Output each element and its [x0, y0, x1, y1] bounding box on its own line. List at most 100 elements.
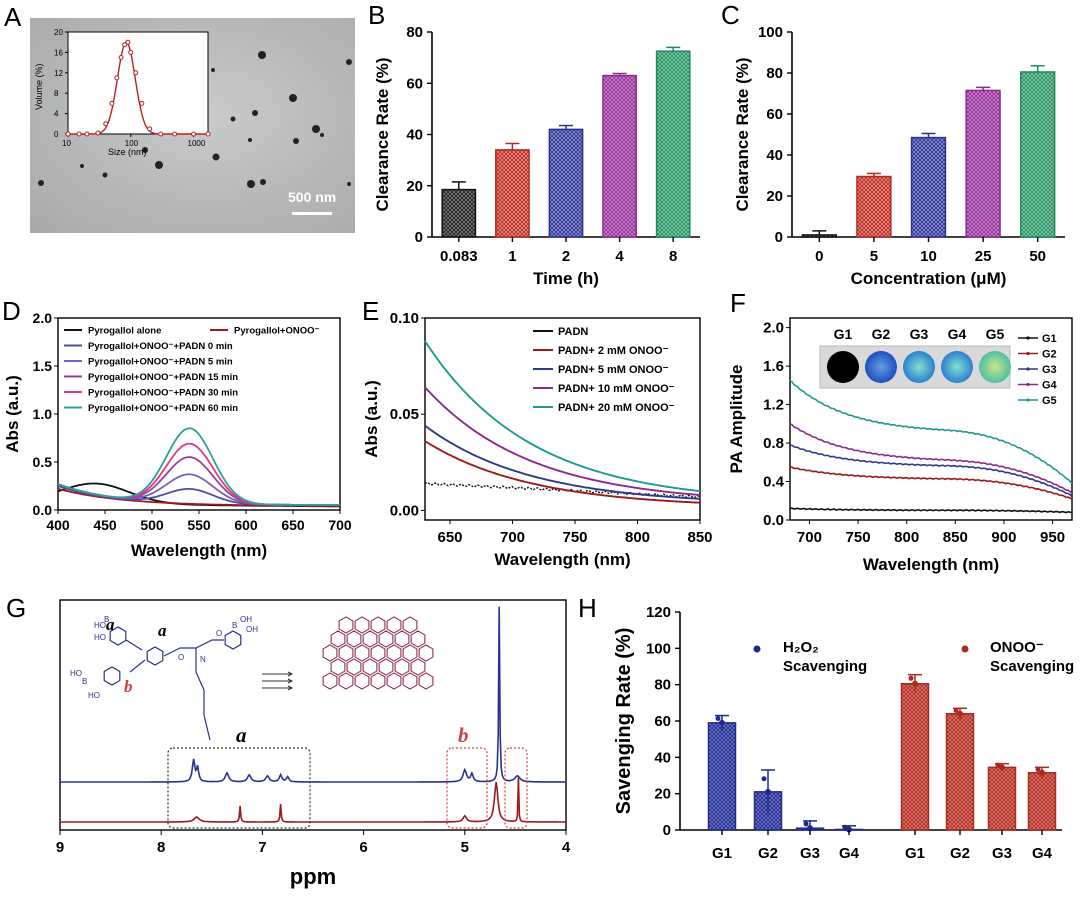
plot-frame [789, 317, 1073, 521]
y-tick-label: 1.6 [763, 358, 784, 375]
data-point [908, 675, 914, 681]
bar [856, 175, 892, 238]
inset-data-point [191, 131, 197, 137]
inset-ytick-label: 20 [54, 28, 63, 37]
atom-label: OH [240, 615, 252, 624]
y-tick-label: 2.0 [763, 320, 784, 337]
inset-data-point [109, 100, 115, 106]
polymer-ring [338, 672, 354, 690]
x-tick-label: 6 [359, 839, 367, 856]
inset-size-distribution: 10 100 1000 0 4 8 12 16 20 [54, 28, 211, 148]
structure-label-a2: a [158, 621, 167, 640]
x-tick-label: 550 [187, 517, 211, 533]
x-tick-label: 700 [328, 517, 352, 533]
legend-label: G1 [1042, 333, 1057, 345]
x-tick-label: 8 [669, 248, 677, 265]
x-tick-label: G1 [712, 845, 732, 862]
bar [987, 766, 1017, 831]
pa-line [789, 379, 1073, 485]
x-tick-label: 700 [500, 529, 525, 546]
y-axis-label: Clearance Rate (%) [373, 57, 392, 211]
y-tick-label: 0.10 [390, 310, 419, 327]
polymer-structure [322, 616, 434, 690]
legend-label: Pyrogallol+ONOO⁻+PADN 15 min [88, 372, 238, 383]
bar [602, 74, 637, 238]
x-tick-label: 850 [943, 529, 968, 546]
benzene-ring [146, 646, 164, 666]
data-point [999, 764, 1005, 771]
x-tick-label: 650 [281, 517, 305, 533]
x-tick-label: G3 [800, 845, 820, 862]
polymer-ring [338, 616, 354, 634]
legend-label: Pyrogallol+ONOO⁻ [234, 326, 320, 337]
y-tick-label: 0 [415, 229, 423, 246]
y-tick-label: 100 [646, 640, 671, 657]
panel-h-bar-chart: 0 20 40 60 80 100 120 G1 G2 G3 G4 G1 G2 G3 G4 H₂O₂ Scave… [613, 604, 1074, 862]
y-tick-label: 80 [406, 24, 423, 41]
bar [910, 136, 947, 238]
polymer-ring [410, 658, 426, 676]
x-tick-label: 4 [615, 248, 624, 265]
inset-distribution-curve [68, 41, 208, 135]
y-tick-label: 80 [766, 65, 783, 82]
y-tick-label: 60 [766, 106, 783, 123]
nmr-spectrum-blue [60, 606, 566, 783]
bar [655, 50, 691, 238]
x-tick-label: 0 [815, 248, 823, 265]
y-tick-label: 60 [654, 713, 671, 730]
data-point [807, 825, 813, 832]
polymer-ring [370, 616, 386, 634]
bar [945, 712, 975, 831]
structure-label-a: a [106, 615, 115, 634]
x-tick-label: 4 [562, 839, 571, 856]
region-b-box [446, 747, 488, 829]
panel-letter-b: B [368, 0, 385, 30]
inset-ylabel: Volume (%) [34, 63, 44, 110]
x-axis-label: Wavelength (nm) [131, 541, 267, 560]
bar [548, 128, 584, 238]
y-tick-label: 2.0 [33, 310, 53, 326]
inset-data-point [114, 75, 120, 81]
inset-data-point [172, 131, 178, 137]
x-tick-label: 800 [894, 529, 919, 546]
x-tick-label: 850 [687, 529, 712, 546]
legend-label: PADN+ 10 mM ONOO⁻ [558, 383, 675, 395]
inset-xtick-label: 10 [62, 139, 71, 148]
structure-label-b: b [124, 677, 133, 696]
inset-data-point [122, 42, 128, 48]
x-tick-label: 25 [975, 248, 992, 265]
inset-data-point [118, 55, 124, 60]
polymer-ring [354, 644, 370, 662]
polymer-ring [330, 658, 346, 676]
legend-label: Pyrogallol+ONOO⁻+PADN 0 min [88, 341, 233, 352]
legend-label: Pyrogallol+ONOO⁻+PADN 5 min [88, 357, 233, 368]
region-b-label: b [458, 723, 469, 747]
y-tick-label: 1.0 [33, 406, 53, 422]
bar [900, 683, 930, 831]
pa-image-spot [979, 351, 1011, 383]
panel-c-bar-chart: 0 20 40 60 80 100 0 5 10 25 50 Concentration (μM) Cl… [733, 24, 1065, 288]
x-axis-label: Concentration (μM) [851, 269, 1007, 288]
pa-image-spot [903, 351, 935, 383]
bar [1027, 772, 1057, 831]
y-tick-label: 0.0 [33, 502, 53, 518]
y-tick-label: 100 [758, 24, 783, 41]
x-tick-label: G4 [1032, 845, 1053, 862]
data-point [1035, 767, 1041, 773]
pa-line [789, 423, 1073, 494]
x-tick-label: 700 [797, 529, 822, 546]
legend-label-line1: H₂O₂ [783, 639, 819, 656]
monomer-structure [103, 626, 242, 741]
polymer-ring [346, 630, 362, 648]
legend-marker [1026, 367, 1030, 371]
bar [707, 722, 737, 831]
legend-label: PADN+ 5 mM ONOO⁻ [558, 364, 669, 376]
polymer-ring [394, 630, 410, 648]
panel-d-line-chart: 400 450 500 550 600 650 700 0.0 0.5 1.0 1.5 2.0 Pyro… [3, 310, 352, 560]
y-axis-label: Abs (a.u.) [362, 380, 381, 457]
legend-label: G2 [1042, 349, 1057, 361]
data-point [765, 788, 771, 795]
y-tick-label: 60 [406, 75, 423, 92]
panel-letter-c: C [721, 0, 740, 30]
